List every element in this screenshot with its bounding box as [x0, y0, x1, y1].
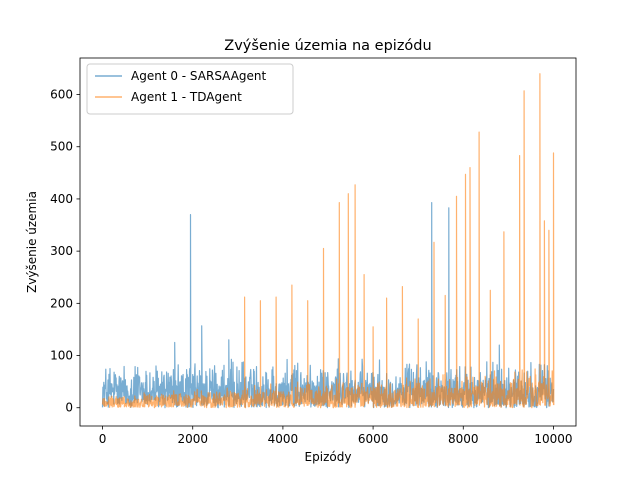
y-tick-label: 300 — [50, 244, 73, 258]
legend: Agent 0 - SARSAAgent Agent 1 - TDAgent — [86, 63, 294, 115]
legend-label-sarsa: Agent 0 - SARSAAgent — [131, 69, 267, 83]
axis-ticks: 0 2000 4000 6000 8000 10000 0 100 200 300 400 500 60… — [50, 88, 572, 446]
y-tick-label: 400 — [50, 192, 73, 206]
x-tick-label: 6000 — [358, 432, 389, 446]
x-tick-label: 8000 — [448, 432, 479, 446]
y-tick-label: 0 — [65, 401, 73, 415]
legend-label-td: Agent 1 - TDAgent — [131, 90, 242, 104]
chart-title: Zvýšenie územia na epizódu — [224, 38, 431, 54]
y-tick-label: 200 — [50, 296, 73, 310]
y-axis-label: Zvýšenie územia — [25, 191, 39, 293]
x-axis-label: Epizódy — [305, 450, 352, 464]
x-tick-label: 4000 — [268, 432, 299, 446]
x-tick-label: 10000 — [534, 432, 572, 446]
x-tick-label: 2000 — [177, 432, 208, 446]
axes-frame — [79, 57, 577, 427]
y-tick-label: 500 — [50, 140, 73, 154]
y-tick-label: 100 — [50, 349, 73, 363]
x-tick-label: 0 — [99, 432, 107, 446]
y-tick-label: 600 — [50, 88, 73, 102]
legend-box — [86, 63, 294, 115]
series-line-1 — [101, 73, 555, 409]
plot-area — [101, 73, 555, 409]
